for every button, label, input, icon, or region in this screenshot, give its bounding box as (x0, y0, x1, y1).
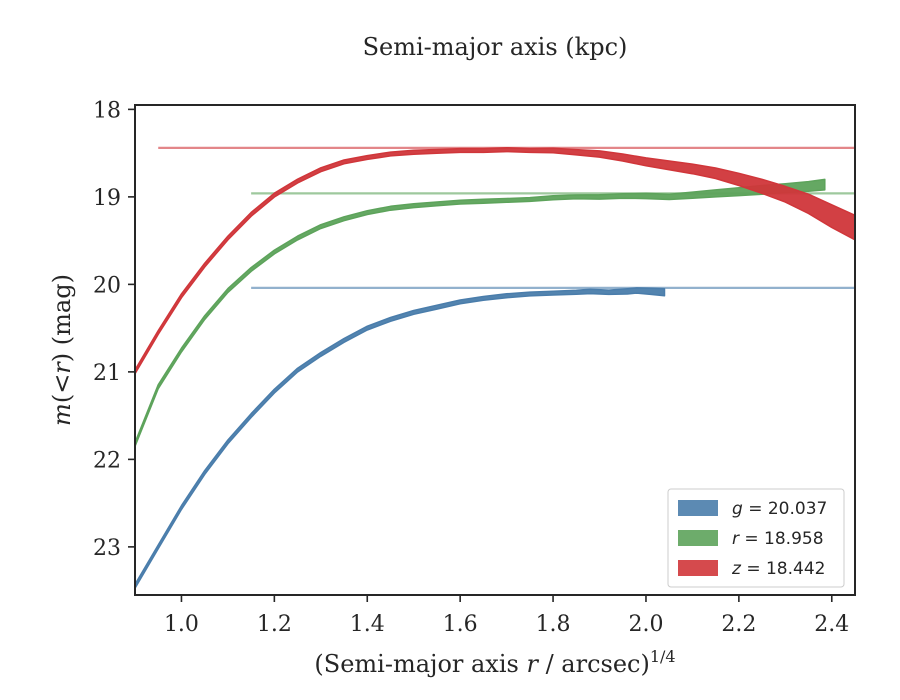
x-tick-label: 1.0 (164, 612, 199, 637)
x-tick-label: 1.2 (257, 612, 292, 637)
y-tick-label: 18 (93, 98, 121, 123)
legend-swatch-g (678, 500, 718, 516)
plot-frame (134, 104, 856, 596)
legend-swatch-z (678, 560, 718, 576)
y-axis-label: m(<r) (mag) (48, 274, 76, 426)
x-tick-label: 1.8 (536, 612, 571, 637)
y-axis: 18 19 20 21 22 23 (93, 98, 135, 561)
series-band-2 (135, 146, 855, 375)
y-tick-label: 22 (93, 448, 121, 473)
series-band-1 (135, 178, 826, 448)
x-tick-label: 2.4 (814, 612, 849, 637)
x-axis: 1.0 1.2 1.4 1.6 1.8 2.0 2.2 2.4 (164, 595, 849, 637)
series-band-0 (135, 287, 666, 589)
series-layer (135, 146, 855, 589)
x-tick-label: 1.4 (350, 612, 385, 637)
x-tick-label: 1.6 (443, 612, 478, 637)
x2-axis-label: Semi-major axis (kpc) (363, 33, 628, 61)
legend: g = 20.037 r = 18.958 z = 18.442 (667, 488, 845, 588)
x-tick-label: 2.0 (628, 612, 663, 637)
y-tick-label: 19 (93, 186, 121, 211)
legend-label-z: z = 18.442 (731, 559, 825, 579)
x-tick-label: 2.2 (721, 612, 756, 637)
legend-swatch-r (678, 530, 718, 546)
legend-label-r: r = 18.958 (732, 529, 824, 549)
y-tick-label: 20 (93, 273, 121, 298)
legend-label-g: g = 20.037 (732, 499, 827, 519)
x-axis-label: (Semi-major axis r / arcsec)1/4 (314, 647, 675, 678)
y-tick-label: 21 (93, 361, 121, 386)
y-tick-label: 23 (93, 536, 121, 561)
